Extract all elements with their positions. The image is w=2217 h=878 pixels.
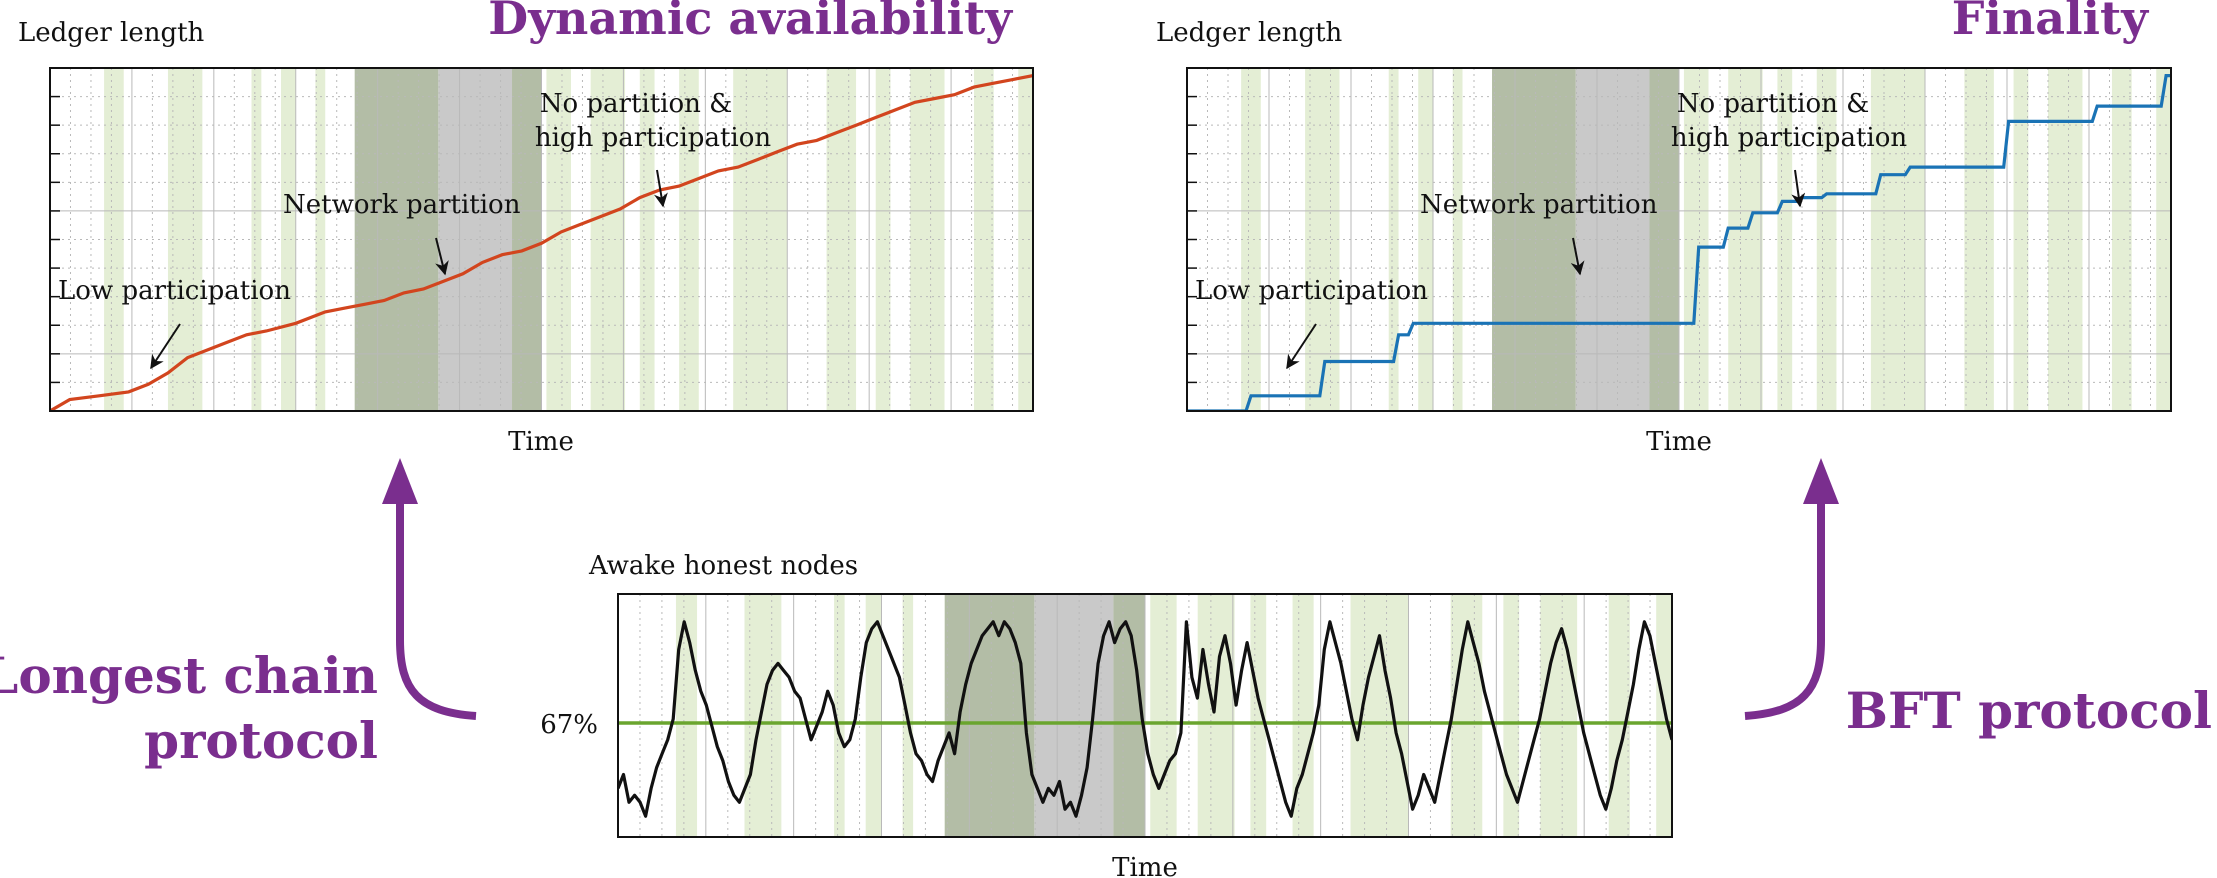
right-panel-title: Finality [1952,0,2150,45]
right-arrow-head [1803,458,1839,504]
left-annotation-partition: Network partition [283,190,521,220]
left-arrow-low [150,323,181,370]
threshold-label: 67% [540,710,598,740]
right-protocol-group: BFT protocol [1744,458,2212,740]
light-band-2 [834,594,845,837]
left-annotation-high-2: high participation [535,123,771,153]
light-band-0 [104,68,124,411]
right-annotation-high-2: high participation [1671,123,1907,153]
light-band-9 [590,68,626,411]
light-band-17 [1656,594,1672,837]
left-panel-title: Dynamic availability [488,0,1013,45]
right-grid [1187,68,2171,411]
right-curved-arrow [1744,504,1825,720]
right-arrow-low [1286,323,1317,370]
dark-band-0 [1492,68,1576,411]
right-annotation-low: Low participation [1195,276,1428,306]
light-band-8 [1150,594,1177,837]
light-band-16 [974,68,994,411]
light-band-11 [1816,68,1837,411]
light-band-2 [251,68,262,411]
right-panel: Ledger length Time Finality Low particip… [1156,0,2172,457]
bottom-xlabel: Time [1112,853,1178,878]
right-arrow-high [1791,169,1806,208]
bottom-panel: Awake honest nodes Time 67% [540,551,1673,878]
left-panel: Ledger length Time Dynamic availability … [18,0,1034,457]
light-band-3 [281,68,296,411]
right-ylabel: Ledger length [1156,18,1343,48]
right-ledger-line [1187,74,2171,411]
left-ylabel: Ledger length [18,18,205,48]
left-arrow-partition [435,237,449,276]
light-band-3 [865,594,882,837]
left-annotation-high-1: No partition & [540,89,733,119]
light-band-3 [1418,68,1433,411]
right-annotation-high-1: No partition & [1677,89,1870,119]
light-band-0 [1241,68,1261,411]
light-band-11 [679,68,699,411]
light-band-1 [744,594,782,837]
light-band-15 [1540,594,1578,837]
light-band-17 [1018,68,1033,411]
left-protocol-label-1: Longest chain [0,646,378,705]
light-band-10 [639,68,655,411]
light-band-9 [1197,594,1235,837]
light-band-12 [1350,594,1409,837]
light-band-17 [2156,68,2171,411]
left-ledger-line [50,74,1033,411]
bottom-participation-bands [675,594,1672,837]
bottom-plot-frame [617,593,1673,838]
light-band-2 [1388,68,1399,411]
right-annotation-partition: Network partition [1420,190,1658,220]
left-annotation-low: Low participation [58,276,291,306]
light-band-11 [1292,594,1314,837]
right-plot-frame [1186,67,2172,412]
light-band-14 [2013,68,2029,411]
left-grid [50,68,1033,411]
light-band-10 [1777,68,1793,411]
light-band-15 [2048,68,2083,411]
left-arrow-high [654,169,668,208]
bottom-ylabel: Awake honest nodes [588,551,858,581]
right-arrow-partition [1570,237,1585,276]
partition-band-0 [1034,594,1114,837]
left-xlabel: Time [508,427,574,457]
light-band-1 [1305,68,1340,411]
bottom-grid [639,594,1651,837]
light-band-14 [875,68,891,411]
awake-nodes-line [618,620,1672,818]
light-band-16 [2111,68,2132,411]
right-protocol-label: BFT protocol [1846,681,2212,740]
left-protocol-label-2: protocol [144,711,378,770]
dark-band-0 [354,68,439,411]
left-plot-frame [49,67,1034,412]
right-xlabel: Time [1646,427,1712,457]
left-curved-arrow [396,504,477,720]
left-protocol-group: Longest chain protocol [0,458,477,770]
left-arrow-head [382,458,418,504]
